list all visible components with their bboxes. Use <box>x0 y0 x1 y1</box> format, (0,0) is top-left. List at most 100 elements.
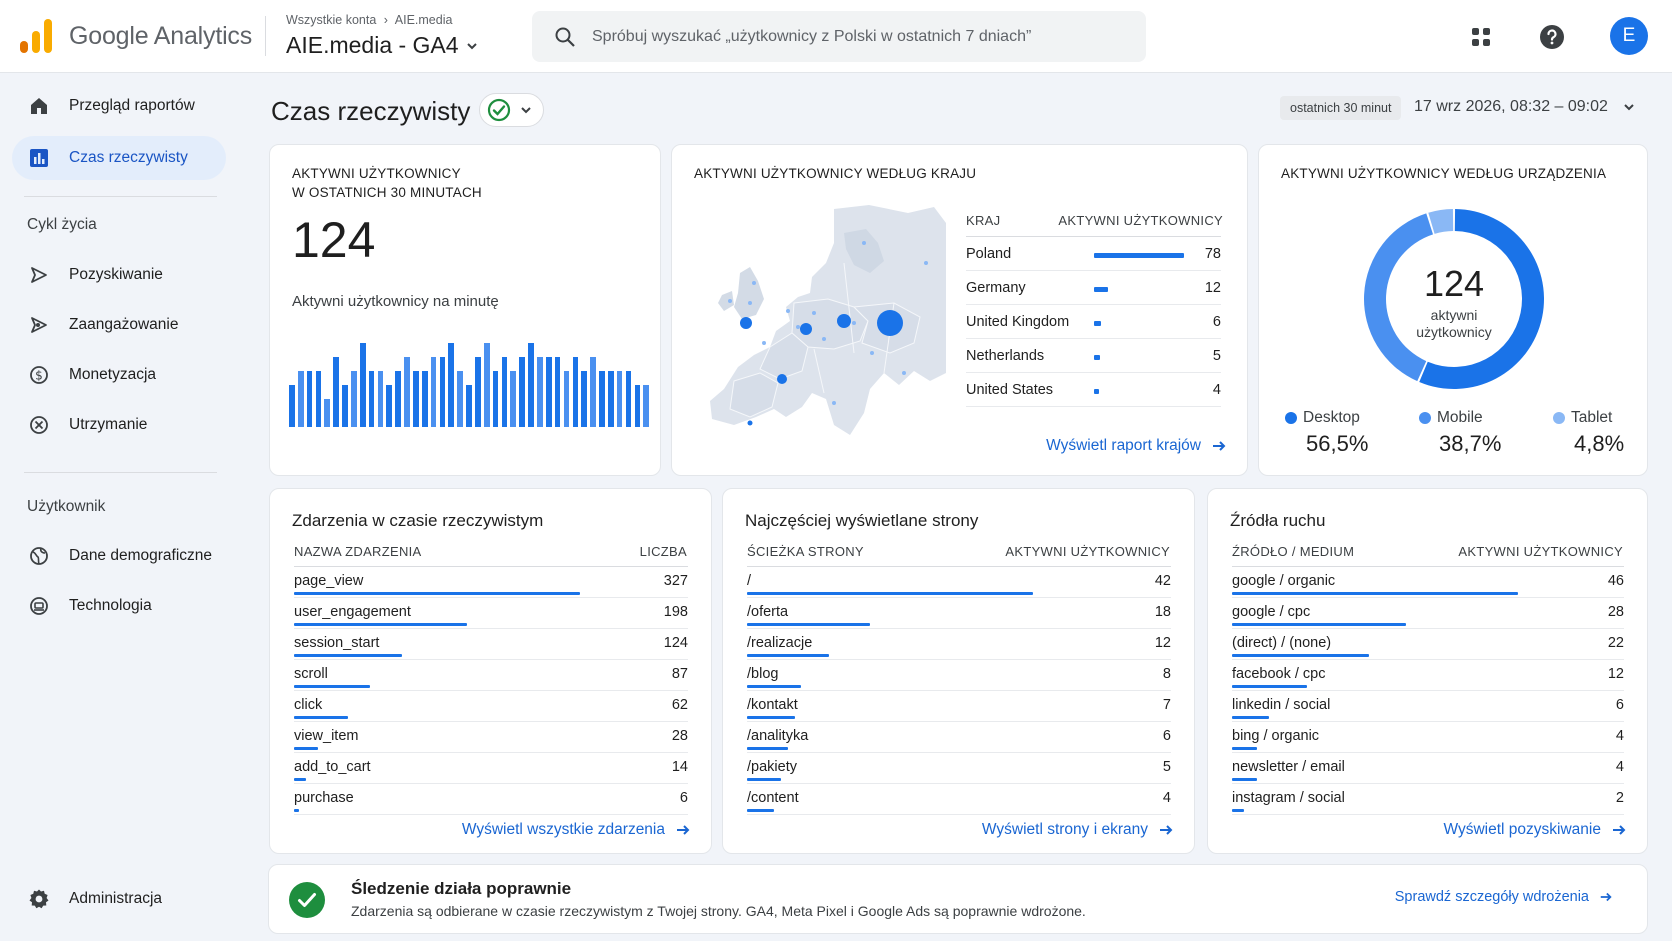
table-row[interactable]: /pakiety 5 <box>747 753 1171 784</box>
search-bar[interactable] <box>532 11 1146 62</box>
map-marker-portugal[interactable] <box>747 420 753 426</box>
row-label[interactable]: add_to_cart <box>294 759 371 775</box>
row-label[interactable]: session_start <box>294 635 380 651</box>
minute-bar[interactable] <box>537 357 543 427</box>
column-header-page-path[interactable]: ŚCIEŻKA STRONY <box>747 544 864 559</box>
minute-bar[interactable] <box>625 371 632 427</box>
minute-bar[interactable] <box>395 371 401 427</box>
table-row[interactable]: United States 4 <box>966 373 1221 407</box>
section-user[interactable]: Użytkownik <box>27 498 106 515</box>
donut-slice-desktop[interactable] <box>1419 209 1544 389</box>
minute-bar[interactable] <box>404 357 410 427</box>
map-marker-germany[interactable] <box>837 314 851 328</box>
sidebar-item-admin[interactable]: Administracja <box>12 877 226 921</box>
column-header-source-medium[interactable]: ŹRÓDŁO / MEDIUM <box>1232 544 1355 559</box>
minute-bar[interactable] <box>448 343 455 427</box>
breadcrumb-account[interactable]: Wszystkie konta <box>286 13 377 27</box>
link-label[interactable]: Wyświetl strony i ekrany <box>981 821 1148 838</box>
row-label[interactable]: google / cpc <box>1232 604 1311 620</box>
row-label[interactable]: click <box>294 697 323 713</box>
minute-bar[interactable] <box>581 371 588 427</box>
table-row[interactable]: /content 4 <box>747 784 1171 815</box>
map-marker-uk[interactable] <box>740 317 752 329</box>
legend-tablet[interactable]: Tablet <box>1553 409 1612 427</box>
row-label[interactable]: newsletter / email <box>1232 759 1345 775</box>
chevron-down-icon[interactable] <box>1622 100 1636 114</box>
row-label[interactable]: /blog <box>747 666 779 682</box>
link-label[interactable]: Wyświetl wszystkie zdarzenia <box>461 821 665 838</box>
table-row[interactable]: add_to_cart 14 <box>294 753 688 784</box>
map-marker-poland[interactable] <box>877 310 903 336</box>
status-chip[interactable] <box>479 93 544 127</box>
table-row[interactable]: scroll 87 <box>294 660 688 691</box>
minute-bar[interactable] <box>483 343 490 427</box>
minute-bar[interactable] <box>616 371 623 427</box>
row-label[interactable]: scroll <box>294 666 328 682</box>
row-label[interactable]: /realizacje <box>747 635 813 651</box>
sidebar-item-monetization[interactable]: $ Monetyzacja <box>12 353 226 397</box>
map-marker-france[interactable] <box>777 374 787 384</box>
breadcrumb-property[interactable]: AIE.media <box>394 13 453 27</box>
minute-bar[interactable] <box>457 371 463 427</box>
device-donut-chart[interactable] <box>1352 197 1556 401</box>
europe-map[interactable] <box>694 203 946 443</box>
minute-bar[interactable] <box>421 371 428 427</box>
view-acquisition-link[interactable]: Wyświetl pozyskiwanie <box>1444 821 1628 839</box>
row-label[interactable]: view_item <box>294 728 359 744</box>
link-label[interactable]: Wyświetl raport krajów <box>1046 437 1201 454</box>
link-label[interactable]: Wyświetl pozyskiwanie <box>1443 821 1602 838</box>
view-countries-link[interactable]: Wyświetl raport krajów <box>1046 437 1227 455</box>
table-row[interactable]: facebook / cpc 12 <box>1232 660 1624 691</box>
time-range-chip[interactable]: ostatnich 30 minut <box>1280 96 1402 120</box>
column-header-active-users[interactable]: AKTYWNI UŻYTKOWNICY <box>1458 544 1623 559</box>
minute-bar[interactable] <box>315 371 322 427</box>
sidebar-item-reports-overview[interactable]: Przegląd raportów <box>12 84 226 128</box>
minute-bar[interactable] <box>439 357 446 427</box>
donut-slice-mobile[interactable] <box>1364 213 1434 382</box>
section-lifecycle[interactable]: Cykl życia <box>27 216 97 233</box>
brand-name[interactable]: Google Analytics <box>69 22 253 50</box>
minute-bar[interactable] <box>430 357 437 427</box>
minute-bar[interactable] <box>386 385 393 427</box>
table-row[interactable]: click 62 <box>294 691 688 722</box>
table-row[interactable]: (direct) / (none) 22 <box>1232 629 1624 660</box>
link-label[interactable]: Sprawdź szczegóły wdrożenia <box>1394 889 1589 905</box>
property-name[interactable]: AIE.media - GA4 <box>286 32 459 58</box>
table-row[interactable]: view_item 28 <box>294 722 688 753</box>
minute-bar[interactable] <box>590 357 596 427</box>
row-label[interactable]: /analityka <box>747 728 809 744</box>
table-row[interactable]: session_start 124 <box>294 629 688 660</box>
view-all-events-link[interactable]: Wyświetl wszystkie zdarzenia <box>462 821 691 839</box>
column-header-active-users[interactable]: AKTYWNI UŻYTKOWNICY <box>1058 213 1223 228</box>
minute-bar[interactable] <box>607 371 614 427</box>
table-row[interactable]: Poland 78 <box>966 237 1221 271</box>
row-label[interactable]: bing / organic <box>1232 728 1320 744</box>
table-row[interactable]: /oferta 18 <box>747 598 1171 629</box>
row-label[interactable]: instagram / social <box>1232 790 1345 806</box>
table-row[interactable]: United Kingdom 6 <box>966 305 1221 339</box>
minute-bar[interactable] <box>492 371 499 427</box>
row-label[interactable]: /kontakt <box>747 697 798 713</box>
minute-bar[interactable] <box>634 385 641 427</box>
minute-bar[interactable] <box>599 371 605 427</box>
minute-bar[interactable] <box>324 399 331 427</box>
table-row[interactable]: linkedin / social 6 <box>1232 691 1624 722</box>
sidebar-item-realtime[interactable]: Czas rzeczywisty <box>12 136 226 180</box>
sidebar-item-acquisition[interactable]: Pozyskiwanie <box>12 253 226 297</box>
minute-bar[interactable] <box>554 357 561 427</box>
help-icon[interactable] <box>1535 20 1569 54</box>
row-label[interactable]: linkedin / social <box>1232 697 1331 713</box>
minute-bar[interactable] <box>351 371 357 427</box>
minute-bar[interactable] <box>466 385 472 427</box>
minute-bar[interactable] <box>519 357 526 427</box>
minute-bar[interactable] <box>510 371 517 427</box>
table-row[interactable]: page_view 327 <box>294 567 688 598</box>
table-row[interactable]: google / organic 46 <box>1232 567 1624 598</box>
table-row[interactable]: instagram / social 2 <box>1232 784 1624 815</box>
sidebar-item-demographics[interactable]: Dane demograficzne <box>12 534 226 578</box>
minute-bar[interactable] <box>342 385 348 427</box>
column-header-country[interactable]: KRAJ <box>966 213 1001 228</box>
minute-bar[interactable] <box>545 357 552 427</box>
table-row[interactable]: /analityka 6 <box>747 722 1171 753</box>
column-header-active-users[interactable]: AKTYWNI UŻYTKOWNICY <box>1005 544 1170 559</box>
